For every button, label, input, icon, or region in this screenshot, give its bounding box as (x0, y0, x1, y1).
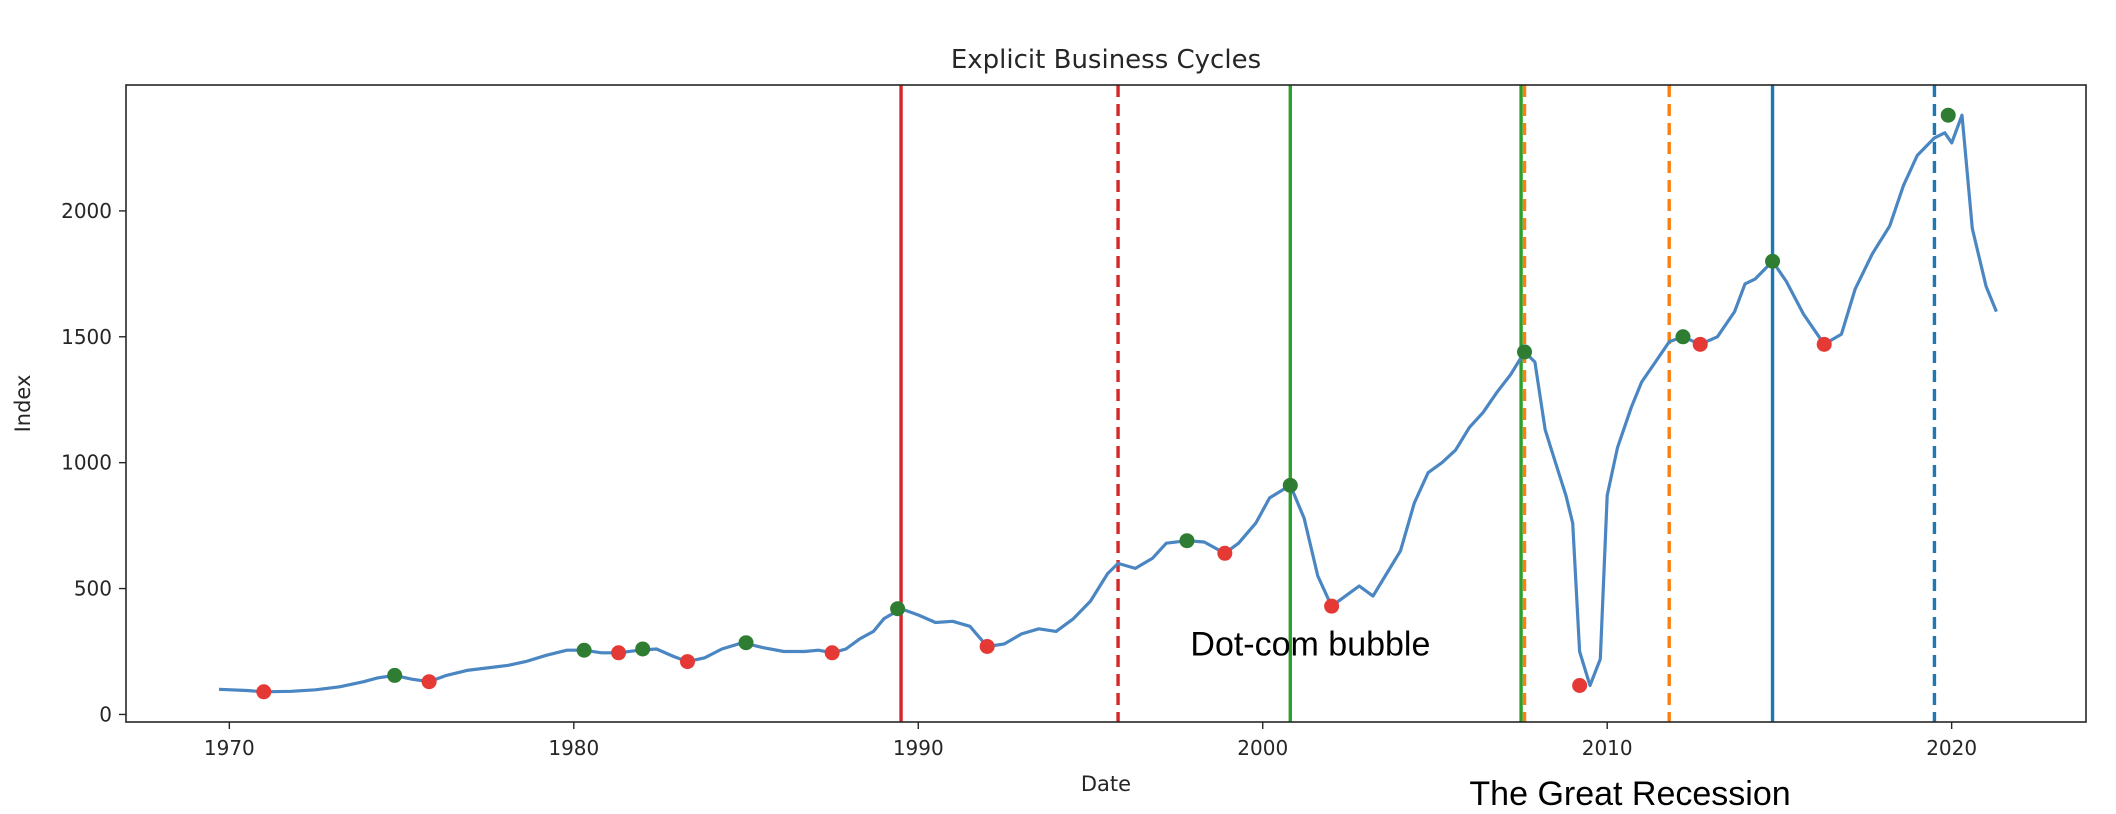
trough-point (1217, 545, 1233, 561)
trough-point (611, 645, 627, 661)
trough-point (1572, 677, 1588, 693)
index-series-line (218, 113, 1998, 694)
x-axis-label: Date (1081, 772, 1131, 796)
x-tick-label: 1980 (548, 736, 599, 760)
y-axis-label: Index (11, 375, 35, 433)
annotation-dotcom-bubble: Dot-com bubble (1190, 625, 1430, 663)
peak-point (387, 667, 403, 683)
x-tick-label: 1990 (893, 736, 944, 760)
trough-point (979, 638, 995, 654)
y-axis: 0 500 1000 1500 2000 (61, 199, 126, 726)
peak-point (1282, 477, 1298, 493)
trough-point (256, 684, 272, 700)
y-tick-label: 1500 (61, 325, 112, 349)
plot-frame (125, 84, 2087, 723)
trough-point (679, 654, 695, 670)
x-tick-label: 2010 (1582, 736, 1633, 760)
trough-point (1816, 336, 1832, 352)
peak-point (890, 601, 906, 617)
chart-title: Explicit Business Cycles (951, 45, 1261, 75)
peak-point (1517, 344, 1533, 360)
trough-point (1324, 598, 1340, 614)
y-tick-label: 2000 (61, 199, 112, 223)
peak-point (1765, 253, 1781, 269)
annotation-great-recession: The Great Recession (1469, 775, 1790, 813)
peak-point (576, 642, 592, 658)
peak-point (738, 635, 754, 651)
peak-point (1940, 107, 1956, 123)
peak-point (1179, 533, 1195, 549)
y-tick-label: 1000 (61, 451, 112, 475)
trough-point (1692, 336, 1708, 352)
peak-point (1675, 329, 1691, 345)
x-tick-label: 1970 (204, 736, 255, 760)
x-tick-label: 2020 (1926, 736, 1977, 760)
peak-point (635, 641, 651, 657)
y-tick-label: 0 (99, 702, 112, 726)
y-tick-label: 500 (74, 577, 112, 601)
trough-point (824, 645, 840, 661)
x-axis: 1970 1980 1990 2000 2010 2020 (204, 722, 1977, 760)
x-tick-label: 2000 (1237, 736, 1288, 760)
trough-point (421, 674, 437, 690)
